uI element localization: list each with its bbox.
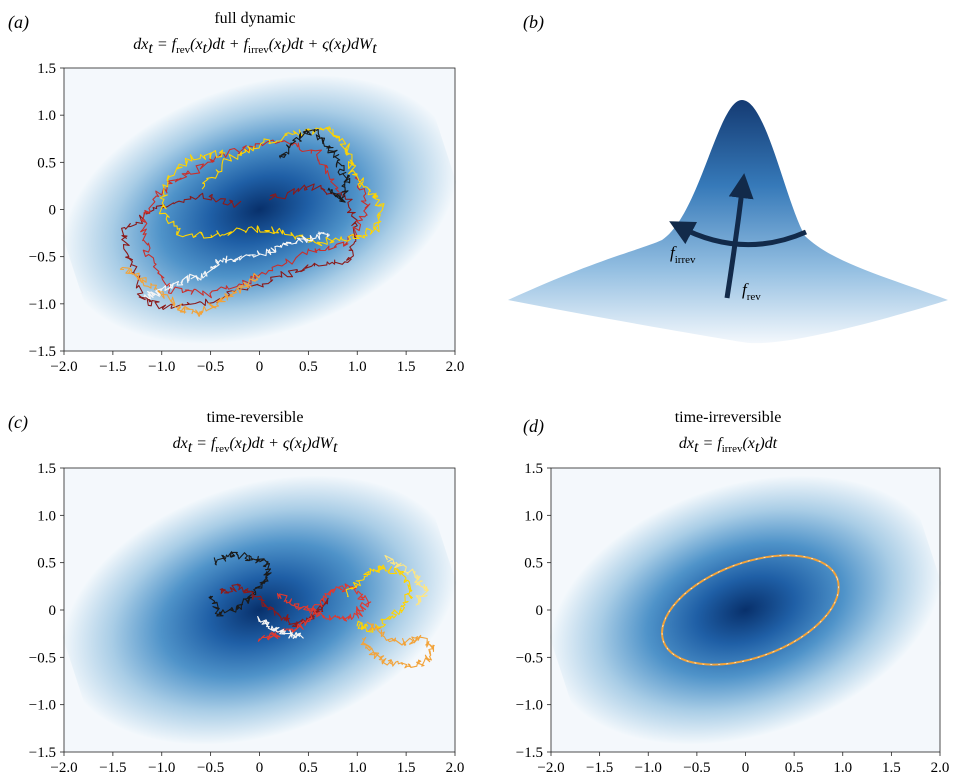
panel-d-plot-area: −2.0 −1.5 −1.0 −0.5 0 0.5 1.0 1.5 2.01.51.00.50−… [516,461,950,775]
panel-d: (d) time-irreversible dxt = firrev(xt)dt… [516,409,950,775]
panel-d-y-tick-label: −1.5 [516,745,543,761]
panel-c-x-tick-label: 0.5 [299,760,318,775]
panel-c-y-tick-label: 0 [49,603,57,619]
panel-d-x-tick-label: 1.5 [882,760,901,775]
panel-d-title: time-irreversible [675,409,782,426]
panel-a-trajectory-0 [121,183,358,310]
panel-c-trajectory-2 [257,583,372,642]
panel-d-label: (d) [523,416,544,437]
panel-d-x-tick-label: −0.5 [683,760,710,775]
panel-a-y-tick-label: 1.0 [37,108,56,124]
panel-a-x-tick-label: −1.5 [99,359,126,375]
panel-a-y-tick-label: −1.0 [29,297,56,313]
panel-a-trajectory-5 [143,231,330,299]
panel-c-y-tick-label: −1.0 [29,698,56,714]
panel-d-density-heatmap [549,475,942,745]
panel-a-trajectory-3 [119,266,261,317]
panel-d-equation: dxt = firrev(xt)dt [679,435,778,456]
panel-a: (a) full dynamic dxt = frev(xt)dt + firr… [8,10,465,375]
panel-c-x-tick-label: −0.5 [197,760,224,775]
panel-a-x-tick-label: 2.0 [446,359,465,375]
panel-c-x-tick-label: 2.0 [446,760,465,775]
panel-c-y-tick-label: −0.5 [29,650,56,666]
panel-d-y-tick-label: 1.0 [524,508,543,524]
panel-c-plot-area: −2.0 −1.5 −1.0 −0.5 0 0.5 1.0 1.5 2.01.51.00.50−… [29,461,465,775]
panel-c-title: time-reversible [207,409,304,426]
panel-a-y-tick-label: −0.5 [29,250,56,266]
panel-d-x-tick-label: −1.5 [586,760,613,775]
panel-d-y-tick-label: 1.5 [524,461,543,477]
panel-c-trajectory-0 [208,551,272,617]
panel-c-y-tick-label: 1.5 [37,461,56,477]
panel-c-y-tick-label: 1.0 [37,508,56,524]
panel-a-y-tick-label: 0 [49,203,57,219]
panel-d-x-tick-label: 0 [742,760,750,775]
panel-a-trajectory-1 [140,139,371,299]
gaussian-surface [508,100,948,344]
panel-b: (b) firrev frev [508,12,948,344]
panel-c-x-tick-label: 1.0 [348,760,367,775]
panel-d-x-tick-label: 0.5 [785,760,804,775]
panel-c-x-tick-label: −1.5 [99,760,126,775]
panel-a-title: full dynamic [214,10,295,27]
panel-c-equation: dxt = frev(xt)dt + ς(xt)dWt [173,435,338,456]
panel-a-trajectories [119,126,385,317]
panel-c: (c) time-reversible dxt = frev(xt)dt + ς… [8,409,465,775]
panel-c-y-tick-label: 0.5 [37,556,56,572]
panel-c-label: (c) [8,412,28,433]
f-rev-arrow [724,173,754,299]
panel-b-label: (b) [523,12,544,33]
f-rev-label: frev [742,280,761,303]
panel-d-x-tick-label: 2.0 [931,760,950,775]
panel-a-x-tick-label: 0 [256,359,264,375]
panel-c-trajectory-4 [360,621,435,669]
panel-d-y-tick-label: −0.5 [516,650,543,666]
panel-c-trajectory-6 [384,554,429,606]
panel-d-y-tick-label: 0.5 [524,556,543,572]
panel-a-x-tick-label: 0.5 [299,359,318,375]
panel-c-trajectories [208,551,435,669]
panel-a-y-tick-label: −1.5 [29,344,56,360]
panel-c-y-tick-label: −1.5 [29,745,56,761]
panel-a-x-tick-label: 1.5 [397,359,416,375]
panel-d-x-tick-label: −2.0 [537,760,564,775]
panel-a-x-tick-label: −2.0 [50,359,77,375]
panel-c-x-tick-label: 1.5 [397,760,416,775]
f-irrev-label: firrev [670,243,696,266]
panel-a-equation: dxt = frev(xt)dt + firrev(xt)dt + ς(xt)d… [133,36,377,57]
panel-a-density-heatmap [62,75,457,344]
panel-a-x-tick-label: −1.0 [148,359,175,375]
panel-d-y-tick-label: −1.0 [516,698,543,714]
panel-c-trajectory-5 [257,615,304,639]
panel-c-x-tick-label: −2.0 [50,760,77,775]
panel-c-x-tick-label: −1.0 [148,760,175,775]
panel-d-x-tick-label: 1.0 [833,760,852,775]
panel-d-orbit-highlight [661,555,839,665]
f-irrev-arrow [669,221,808,248]
panel-a-x-tick-label: 1.0 [348,359,367,375]
panel-a-x-tick-label: −0.5 [197,359,224,375]
panel-d-x-tick-label: −1.0 [635,760,662,775]
panel-a-plot-area: −2.0 −1.5 −1.0 −0.5 0 0.5 1.0 1.5 2.01.51.00.50−… [29,61,465,375]
panel-c-x-tick-label: 0 [256,760,264,775]
panel-a-y-tick-label: 0.5 [37,155,56,171]
panel-c-density-heatmap [62,475,457,745]
panel-d-y-tick-label: 0 [536,603,544,619]
panel-a-y-tick-label: 1.5 [37,61,56,77]
panel-a-trajectory-4 [278,128,351,203]
panel-c-trajectory-1 [219,583,329,628]
panel-a-label: (a) [8,12,29,33]
panel-d-trajectories [661,554,840,666]
